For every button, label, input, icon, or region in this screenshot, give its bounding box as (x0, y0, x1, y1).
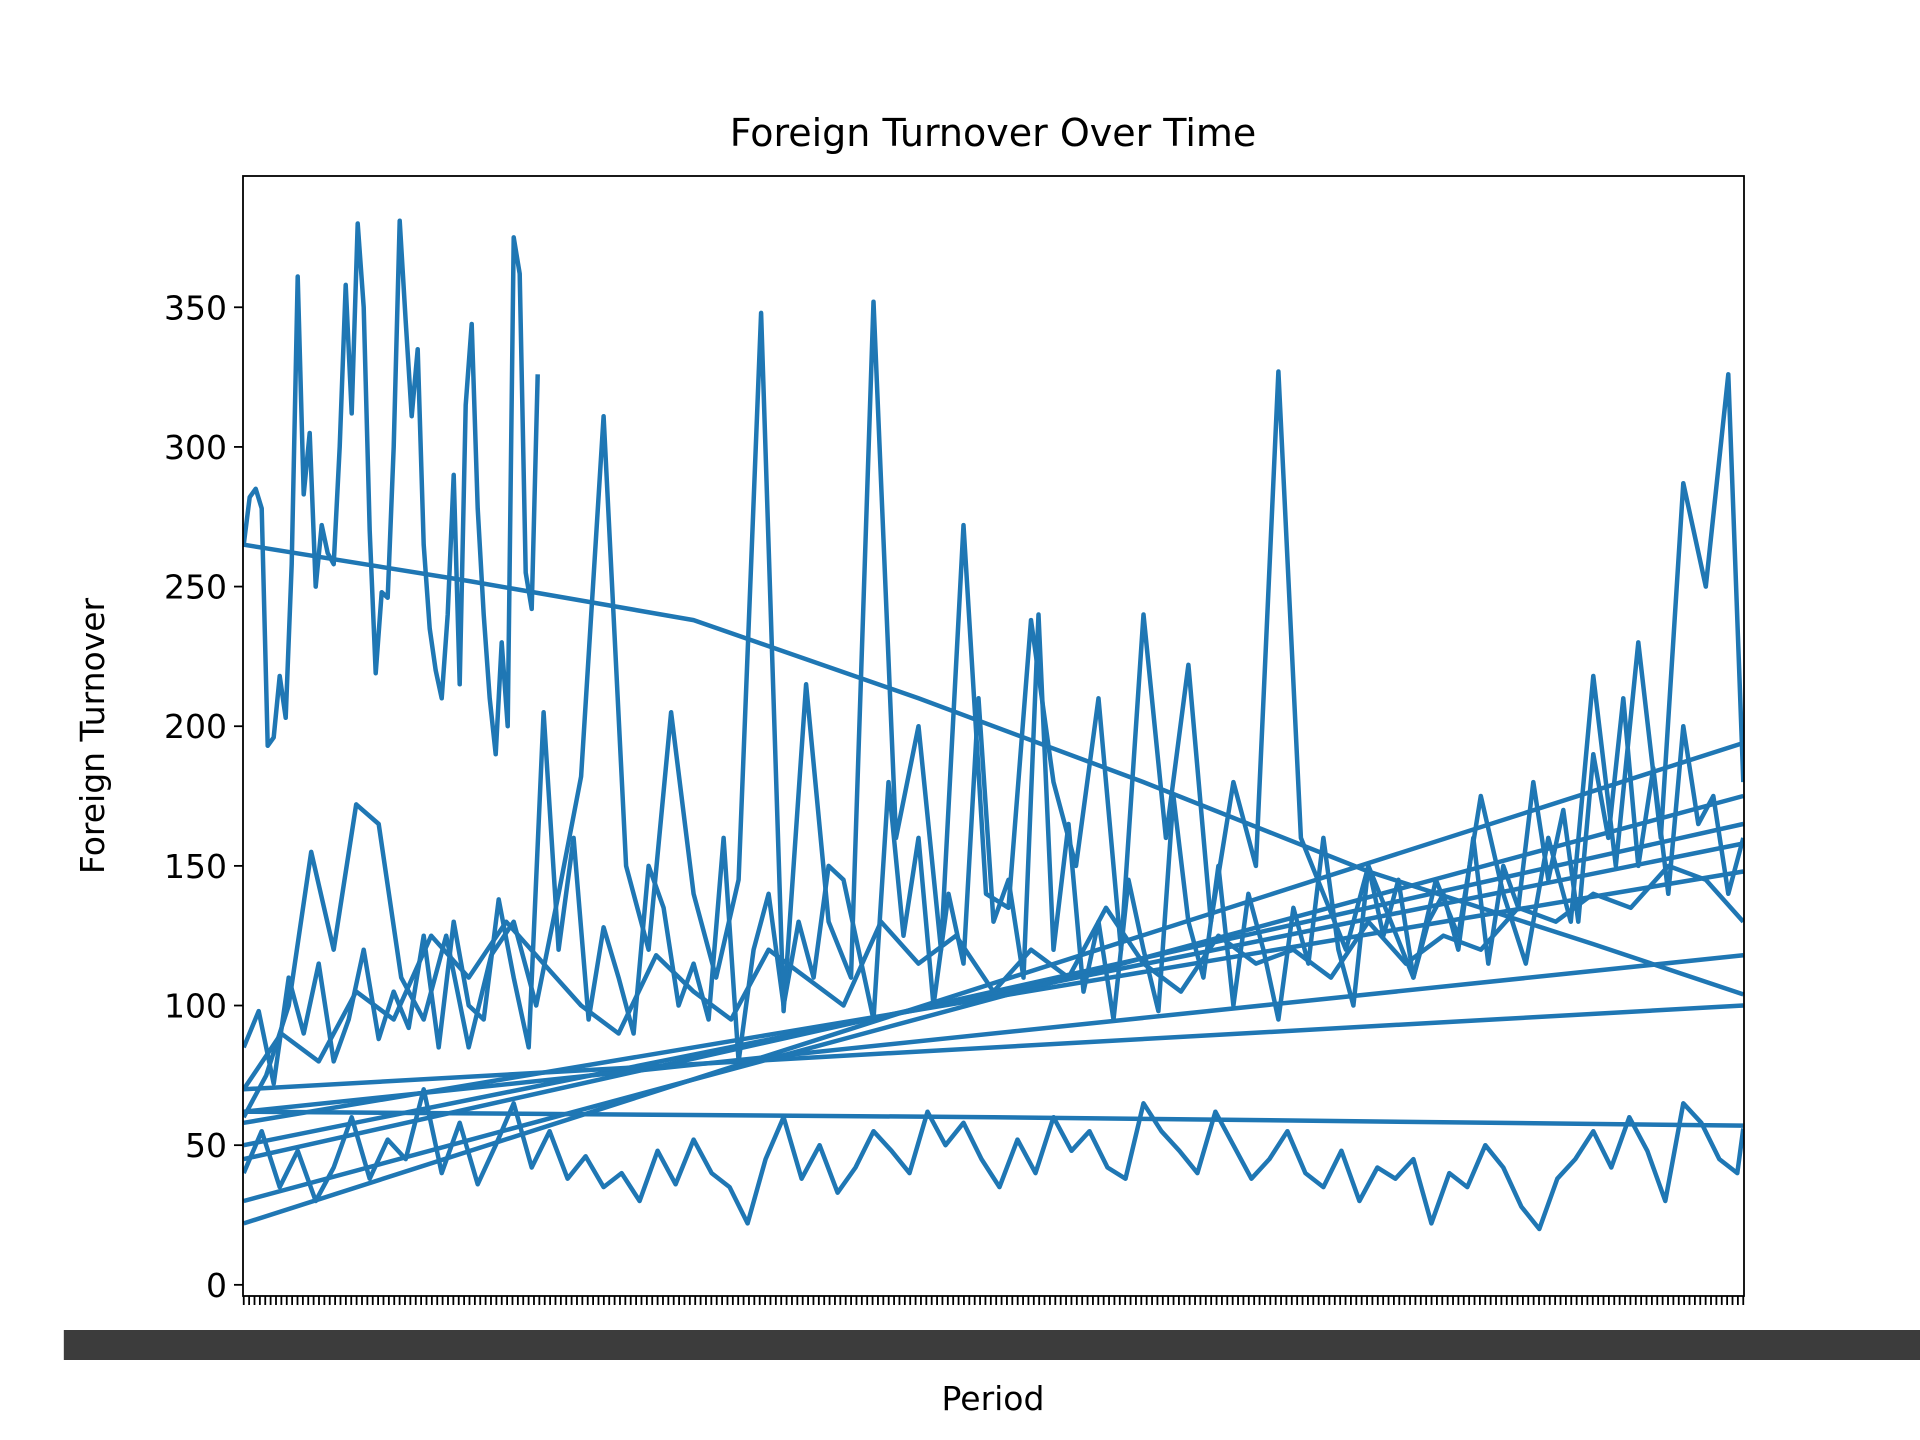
y-tick-label: 350 (164, 288, 227, 327)
series-line-12 (243, 953, 1744, 1114)
series-line-1 (243, 218, 540, 757)
y-axis: 0 50 100 150 200 250 300 350 (164, 288, 243, 1305)
y-tick-label: 150 (164, 847, 227, 886)
x-axis-label: Period (942, 1379, 1045, 1418)
series-line-13 (243, 1003, 1744, 1092)
series-line-11 (243, 869, 1744, 1126)
chart-title: Foreign Turnover Over Time (730, 111, 1257, 155)
y-axis-label: Foreign Turnover (73, 597, 112, 874)
series-line-10 (243, 841, 1744, 1148)
y-tick-label: 200 (164, 707, 227, 746)
y-tick-label: 100 (164, 987, 227, 1026)
y-tick-label: 50 (185, 1126, 227, 1165)
y-tick-label: 300 (164, 428, 227, 467)
series-line-7 (243, 740, 1744, 1226)
plot-frame (242, 175, 1745, 1297)
y-tick-label: 250 (164, 568, 227, 607)
series-line-2 (243, 542, 1744, 997)
y-tick-label: 0 (206, 1266, 227, 1305)
x-axis (63, 1296, 1920, 1360)
series-line-9 (243, 821, 1744, 1162)
series-line-14 (243, 1109, 1744, 1128)
series-line-5 (243, 1087, 1744, 1232)
plot-area (243, 218, 1744, 1232)
x-tick-labels-overprinted (63, 1330, 1920, 1360)
